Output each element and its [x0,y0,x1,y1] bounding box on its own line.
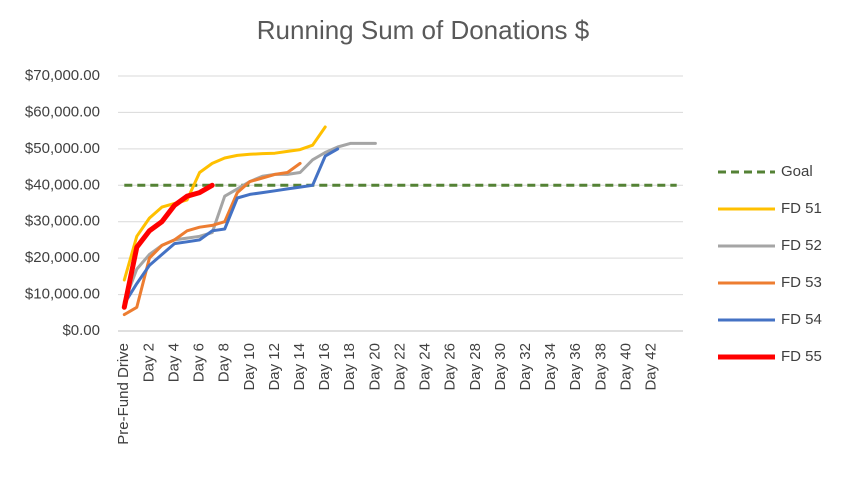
x-tick-label: Day 38 [592,343,609,391]
x-tick-label: Day 10 [241,343,258,391]
legend-label: FD 53 [781,274,822,291]
series-line [121,182,215,310]
series-line [122,147,340,306]
legend-label: FD 51 [781,200,822,217]
legend-label: FD 52 [781,237,822,254]
legend-label: Goal [781,163,813,180]
x-tick-label: Day 32 [517,343,534,391]
x-tick-label: Day 16 [316,343,333,391]
series-line [122,161,302,317]
x-tick-label: Day 18 [341,343,358,391]
legend-label: FD 54 [781,311,822,328]
y-tick-label: $10,000.00 [25,286,100,303]
x-tick-label: Day 30 [492,343,509,391]
x-tick-label: Day 40 [617,343,634,391]
x-tick-label: Day 42 [643,343,660,391]
x-tick-label: Pre-Fund Drive [115,343,132,445]
x-tick-label: Day 4 [165,343,182,382]
y-tick-label: $0.00 [62,322,100,339]
series-line [122,125,327,282]
x-tick-label: Day 2 [140,343,157,382]
legend-label: FD 55 [781,348,822,365]
x-tick-label: Day 34 [542,343,559,391]
y-tick-label: $60,000.00 [25,103,100,120]
x-tick-label: Day 28 [467,343,484,391]
x-tick-label: Day 6 [191,343,208,382]
x-tick-label: Day 12 [266,343,283,391]
x-tick-label: Day 26 [442,343,459,391]
y-tick-label: $70,000.00 [25,67,100,84]
x-tick-label: Day 14 [291,343,308,391]
y-tick-label: $30,000.00 [25,213,100,230]
x-tick-label: Day 36 [567,343,584,391]
chart-title: Running Sum of Donations $ [257,15,590,45]
y-tick-label: $40,000.00 [25,176,100,193]
x-tick-label: Day 22 [391,343,408,391]
y-tick-label: $20,000.00 [25,249,100,266]
x-tick-label: Day 20 [366,343,383,391]
x-tick-label: Day 8 [216,343,233,382]
y-tick-label: $50,000.00 [25,140,100,157]
x-tick-label: Day 24 [417,343,434,391]
